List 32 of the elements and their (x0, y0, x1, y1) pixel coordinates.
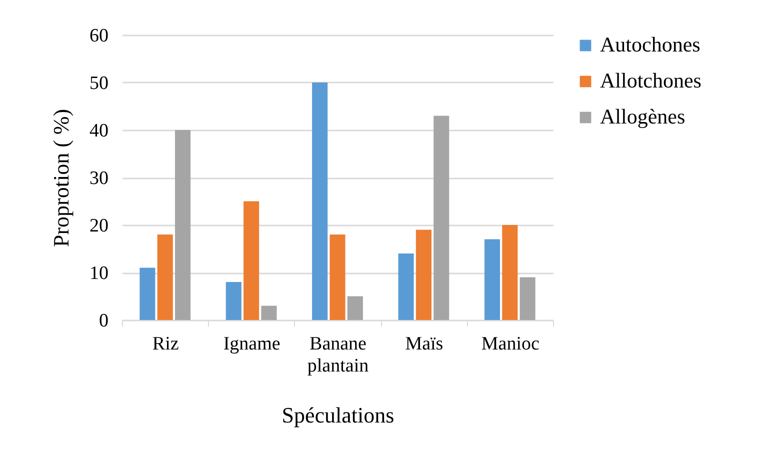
bar (502, 225, 518, 320)
x-tick-label: Maïs (405, 334, 444, 354)
bar (261, 306, 277, 320)
bar (347, 296, 363, 320)
x-axis-title: Spéculations (282, 402, 394, 428)
bar (330, 234, 346, 320)
bar (434, 116, 450, 320)
x-tick-label: Igname (223, 334, 280, 354)
bar (520, 277, 536, 320)
bar (398, 254, 414, 320)
y-axis-title: Proprotion ( %) (48, 108, 74, 248)
bar (140, 268, 156, 320)
legend-label: Allotchones (600, 68, 702, 92)
y-tick-label: 10 (90, 263, 108, 284)
y-tick-label: 40 (90, 120, 108, 142)
bar (416, 230, 432, 320)
bar (484, 239, 500, 320)
y-tick-label: 0 (99, 310, 108, 332)
bar (226, 282, 242, 320)
bar (157, 234, 173, 320)
bar (244, 201, 260, 320)
y-tick-label: 50 (90, 73, 108, 94)
bar (174, 130, 191, 320)
legend-label: Autochones (600, 32, 700, 56)
legend-label: Allogènes (600, 104, 686, 128)
x-tick-label: Manioc (481, 334, 540, 354)
y-tick-label: 60 (90, 26, 108, 46)
y-tick-label: 20 (90, 216, 108, 236)
y-tick-label: 30 (90, 168, 108, 189)
bar (312, 82, 328, 320)
x-tick-label: Banane plantain (307, 334, 370, 376)
x-tick-label: Riz (152, 334, 179, 354)
